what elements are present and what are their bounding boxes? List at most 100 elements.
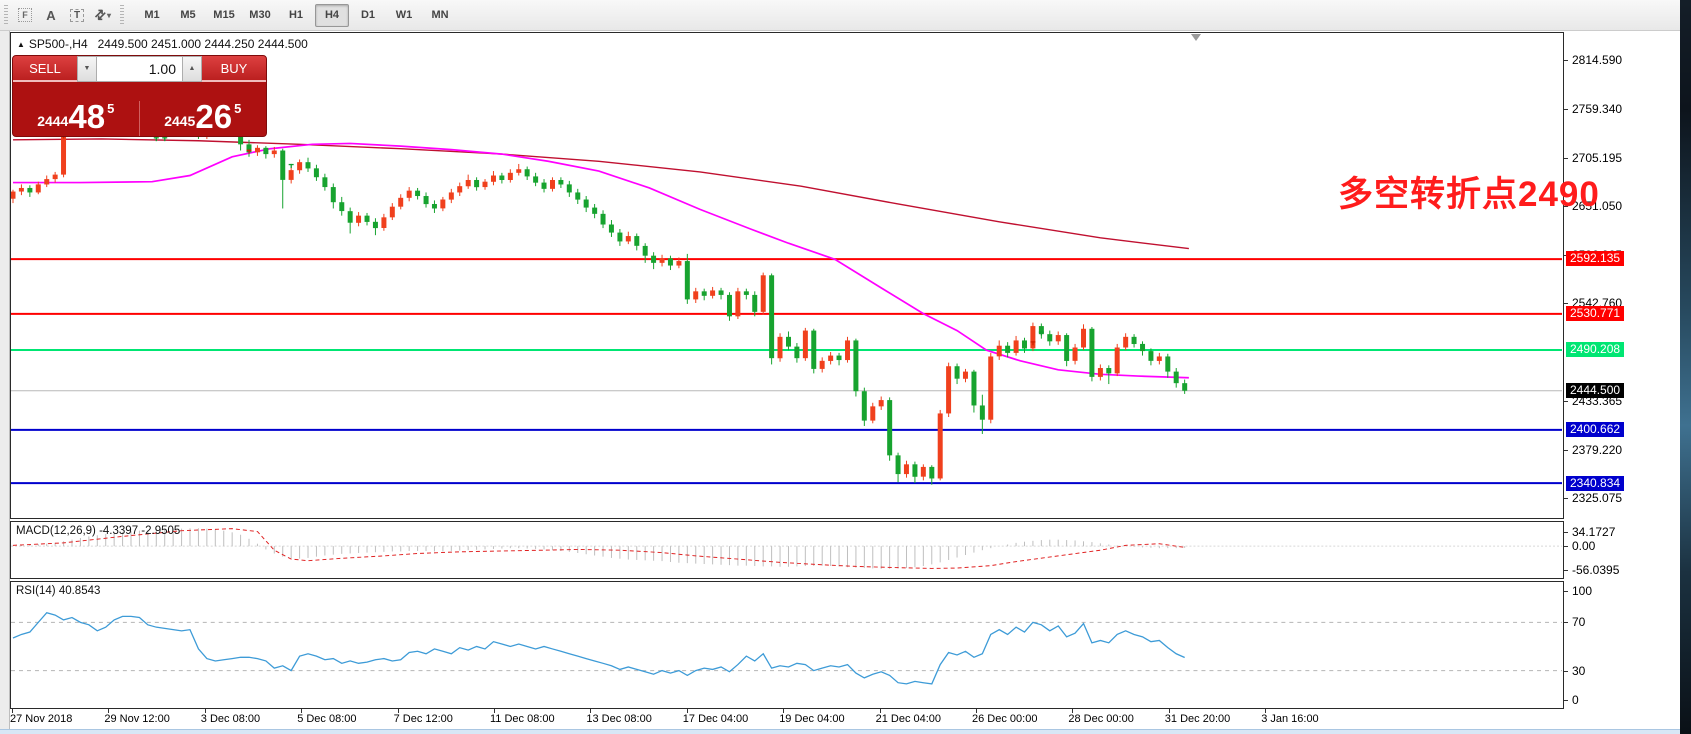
dropdown-caret-icon[interactable]: ▾ [106, 10, 111, 20]
date-tick [108, 709, 110, 713]
window-left-edge [0, 31, 10, 729]
date-tick [976, 709, 977, 713]
chart-title: ▲ SP500-,H4 2449.500 2451.000 2444.250 244… [17, 37, 308, 51]
price-level-badge: 2400.662 [1566, 422, 1625, 438]
draw-arrows-icon[interactable]: ⇄ ▾ [91, 4, 115, 26]
date-label: 7 Dec 12:00 [393, 713, 453, 725]
price-axis-label: 2814.590 [1572, 53, 1623, 67]
axis-tick [1564, 206, 1568, 208]
main-toolbar: F A T ⇄ ▾ M1 M5 M15 M30 H1 H4 D1 W1 MN [0, 0, 1680, 31]
price-axis-label: 70 [1572, 615, 1586, 629]
price-axis[interactable]: 2814.5902759.3402705.1952651.0502596.905… [1564, 32, 1680, 729]
axis-tick [1564, 449, 1568, 451]
volume-decrease-button[interactable]: ▼ [77, 56, 97, 82]
expert-grid-icon[interactable]: F [13, 4, 37, 26]
date-tick [879, 709, 881, 713]
date-tick [12, 709, 13, 713]
price-level-badge: 2530.771 [1566, 306, 1625, 321]
date-tick [301, 709, 303, 713]
price-axis-label: 30 [1572, 664, 1586, 678]
sell-button[interactable]: SELL [13, 56, 77, 82]
axis-tick [1564, 671, 1568, 672]
axis-tick [1564, 531, 1568, 533]
price-axis-label: 0.00 [1572, 539, 1596, 553]
chart-shift-marker[interactable] [1191, 34, 1201, 41]
bid-pip: 5 [107, 101, 115, 116]
timeframe-m30[interactable]: M30 [249, 9, 271, 21]
bid-price: 2444 48 5 [13, 98, 140, 136]
date-tick [397, 709, 399, 713]
price-level-badge: 2490.208 [1566, 342, 1625, 358]
one-click-trading-panel: SELL ▼ ▲ BUY 2444 48 5 2445 26 5 [12, 55, 267, 137]
price-axis-label: 2651.050 [1572, 199, 1623, 214]
font-a-icon[interactable]: A [46, 7, 56, 23]
timeframe-h4[interactable]: H4 [315, 3, 349, 27]
time-axis[interactable]: 27 Nov 2018 29 Nov 12:00 3 Dec 08:00 5 Dec … [10, 709, 1564, 729]
timeframe-m1[interactable]: M1 [144, 9, 160, 21]
date-tick [590, 709, 592, 713]
date-tick [1168, 709, 1170, 713]
timeframe-m15[interactable]: M15 [213, 9, 235, 21]
rsi-chart [11, 611, 1563, 685]
axis-tick [1564, 700, 1568, 701]
symbol-period-label: SP500-,H4 [28, 37, 88, 51]
timeframe-buttons: M1 M5 M15 M30 H1 H4 D1 W1 MN [134, 3, 458, 27]
macd-label: MACD(12,26,9) -4.3397 -2.9505 [16, 525, 181, 537]
price-level-badge: 2592.135 [1566, 251, 1625, 267]
text-tool-icon[interactable]: T [65, 4, 89, 26]
toolbar-grip-2[interactable] [120, 5, 124, 25]
date-label: 31 Dec 20:00 [1164, 713, 1231, 725]
macd-chart [11, 528, 1563, 569]
date-label: 17 Dec 04:00 [682, 713, 749, 725]
volume-input[interactable] [97, 56, 182, 82]
timeframe-w1[interactable]: W1 [395, 9, 413, 21]
axis-tick [1564, 546, 1568, 547]
date-tick [1265, 709, 1267, 713]
timeframe-mn[interactable]: MN [431, 9, 449, 21]
rsi-panel[interactable]: RSI(14) 40.8543 [10, 581, 1564, 709]
rsi-label: RSI(14) 40.8543 [16, 585, 101, 597]
date-label: 19 Dec 04:00 [779, 713, 845, 725]
price-axis-label: 2325.075 [1572, 491, 1623, 506]
price-axis-label: 2379.220 [1572, 442, 1623, 457]
date-label: 3 Dec 08:00 [200, 713, 261, 725]
date-label: 28 Dec 00:00 [1068, 713, 1134, 725]
price-axis-label: 34.1727 [1572, 524, 1616, 539]
price-chart-panel[interactable]: ▲ SP500-,H4 2449.500 2451.000 2444.250 244… [10, 32, 1564, 519]
date-label: 27 Nov 2018 [10, 713, 73, 725]
volume-increase-button[interactable]: ▲ [182, 56, 202, 82]
panel-collapse-icon[interactable]: ▲ [17, 40, 25, 49]
arrows-glyph: ⇄ [90, 5, 110, 24]
timeframe-m5[interactable]: M5 [180, 9, 196, 21]
date-tick [494, 709, 495, 713]
trade-controls-row: SELL ▼ ▲ BUY [13, 56, 266, 82]
date-label: 3 Jan 16:00 [1261, 713, 1319, 725]
ohlc-quote: 2449.500 2451.000 2444.250 2444.500 [97, 37, 308, 51]
date-tick [783, 709, 785, 713]
t-glyph: T [69, 8, 85, 22]
chart-annotation-text: 多空转折点2490 [1338, 175, 1600, 214]
desktop-edge [1680, 0, 1691, 734]
timeframe-d1[interactable]: D1 [360, 9, 376, 21]
macd-panel[interactable]: MACD(12,26,9) -4.3397 -2.9505 [10, 521, 1564, 579]
date-label: 11 Dec 08:00 [490, 713, 555, 725]
price-axis-label: 2705.195 [1572, 150, 1623, 165]
date-label: 5 Dec 08:00 [297, 713, 357, 725]
timeframe-h1[interactable]: H1 [288, 9, 304, 21]
buy-button[interactable]: BUY [202, 56, 266, 82]
f-glyph: F [18, 8, 32, 22]
axis-tick [1564, 622, 1568, 623]
axis-tick [1564, 401, 1568, 403]
toolbar-grip[interactable] [4, 5, 8, 25]
axis-tick [1564, 303, 1568, 305]
axis-tick [1564, 157, 1568, 159]
date-label: 13 Dec 08:00 [586, 713, 652, 725]
ask-big-digits: 26 [195, 98, 233, 135]
ask-prefix: 2445 [164, 113, 196, 129]
date-label: 21 Dec 04:00 [875, 713, 942, 725]
window-bottom-edge [0, 729, 1680, 734]
axis-tick [1564, 60, 1568, 61]
bid-big-digits: 48 [68, 98, 106, 135]
ask-pip: 5 [234, 101, 242, 116]
